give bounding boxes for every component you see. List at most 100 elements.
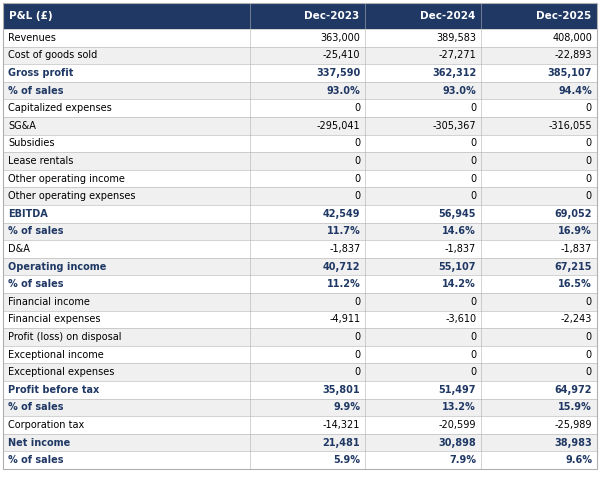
Text: Net income: Net income bbox=[8, 437, 70, 448]
Text: 64,972: 64,972 bbox=[554, 385, 592, 395]
Bar bbox=[3, 222, 597, 240]
Bar bbox=[3, 451, 597, 469]
Text: -316,055: -316,055 bbox=[548, 121, 592, 131]
Text: 21,481: 21,481 bbox=[323, 437, 361, 448]
Bar bbox=[3, 3, 597, 29]
Text: 30,898: 30,898 bbox=[439, 437, 476, 448]
Bar bbox=[3, 328, 597, 346]
Text: 0: 0 bbox=[470, 103, 476, 113]
Text: 337,590: 337,590 bbox=[316, 68, 361, 78]
Bar bbox=[3, 170, 597, 188]
Text: 0: 0 bbox=[470, 138, 476, 148]
Bar bbox=[3, 152, 597, 170]
Bar bbox=[3, 311, 597, 328]
Text: Exceptional expenses: Exceptional expenses bbox=[8, 367, 115, 377]
Text: 15.9%: 15.9% bbox=[558, 403, 592, 412]
Text: 0: 0 bbox=[354, 332, 361, 342]
Text: 7.9%: 7.9% bbox=[449, 455, 476, 465]
Text: Dec-2025: Dec-2025 bbox=[536, 11, 591, 21]
Text: 0: 0 bbox=[470, 191, 476, 201]
Bar bbox=[3, 381, 597, 399]
Text: 0: 0 bbox=[586, 138, 592, 148]
Bar bbox=[3, 293, 597, 311]
Text: % of sales: % of sales bbox=[8, 403, 64, 412]
Bar bbox=[3, 47, 597, 64]
Text: 0: 0 bbox=[354, 350, 361, 359]
Text: 0: 0 bbox=[354, 103, 361, 113]
Text: 0: 0 bbox=[586, 103, 592, 113]
Text: 11.7%: 11.7% bbox=[326, 226, 361, 236]
Text: 0: 0 bbox=[586, 332, 592, 342]
Text: 38,983: 38,983 bbox=[554, 437, 592, 448]
Text: Financial income: Financial income bbox=[8, 297, 90, 307]
Text: 14.6%: 14.6% bbox=[442, 226, 476, 236]
Text: -1,837: -1,837 bbox=[561, 244, 592, 254]
Bar bbox=[3, 434, 597, 451]
Text: Other operating expenses: Other operating expenses bbox=[8, 191, 136, 201]
Text: 0: 0 bbox=[586, 367, 592, 377]
Text: Exceptional income: Exceptional income bbox=[8, 350, 104, 359]
Text: Cost of goods sold: Cost of goods sold bbox=[8, 51, 97, 60]
Bar bbox=[3, 363, 597, 381]
Bar bbox=[3, 188, 597, 205]
Text: 0: 0 bbox=[354, 297, 361, 307]
Text: % of sales: % of sales bbox=[8, 85, 64, 96]
Text: 40,712: 40,712 bbox=[323, 262, 361, 272]
Text: 9.6%: 9.6% bbox=[565, 455, 592, 465]
Text: Corporation tax: Corporation tax bbox=[8, 420, 84, 430]
Text: Profit before tax: Profit before tax bbox=[8, 385, 99, 395]
Text: Revenues: Revenues bbox=[8, 33, 56, 43]
Text: 11.2%: 11.2% bbox=[326, 279, 361, 289]
Text: -20,599: -20,599 bbox=[439, 420, 476, 430]
Text: 0: 0 bbox=[354, 191, 361, 201]
Text: 9.9%: 9.9% bbox=[334, 403, 361, 412]
Text: 362,312: 362,312 bbox=[432, 68, 476, 78]
Text: Capitalized expenses: Capitalized expenses bbox=[8, 103, 112, 113]
Text: Dec-2024: Dec-2024 bbox=[420, 11, 475, 21]
Text: 0: 0 bbox=[586, 174, 592, 184]
Text: 16.5%: 16.5% bbox=[558, 279, 592, 289]
Text: 42,549: 42,549 bbox=[323, 209, 361, 219]
Text: % of sales: % of sales bbox=[8, 455, 64, 465]
Text: P&L (£): P&L (£) bbox=[9, 11, 53, 21]
Text: 5.9%: 5.9% bbox=[334, 455, 361, 465]
Bar bbox=[3, 29, 597, 47]
Bar bbox=[3, 117, 597, 135]
Text: -1,837: -1,837 bbox=[445, 244, 476, 254]
Text: 0: 0 bbox=[470, 297, 476, 307]
Text: 67,215: 67,215 bbox=[554, 262, 592, 272]
Text: 16.9%: 16.9% bbox=[558, 226, 592, 236]
Text: -14,321: -14,321 bbox=[323, 420, 361, 430]
Bar bbox=[3, 240, 597, 258]
Text: D&A: D&A bbox=[8, 244, 30, 254]
Text: 51,497: 51,497 bbox=[439, 385, 476, 395]
Bar bbox=[3, 82, 597, 99]
Bar bbox=[3, 64, 597, 82]
Bar bbox=[3, 99, 597, 117]
Text: -2,243: -2,243 bbox=[560, 314, 592, 325]
Text: 0: 0 bbox=[586, 350, 592, 359]
Text: 0: 0 bbox=[470, 156, 476, 166]
Text: 93.0%: 93.0% bbox=[326, 85, 361, 96]
Text: 389,583: 389,583 bbox=[436, 33, 476, 43]
Text: 385,107: 385,107 bbox=[548, 68, 592, 78]
Bar bbox=[3, 258, 597, 275]
Text: Profit (loss) on disposal: Profit (loss) on disposal bbox=[8, 332, 121, 342]
Text: 93.0%: 93.0% bbox=[442, 85, 476, 96]
Bar bbox=[3, 275, 597, 293]
Text: Lease rentals: Lease rentals bbox=[8, 156, 73, 166]
Text: -27,271: -27,271 bbox=[439, 51, 476, 60]
Text: Subsidies: Subsidies bbox=[8, 138, 55, 148]
Text: 0: 0 bbox=[470, 332, 476, 342]
Text: 0: 0 bbox=[470, 174, 476, 184]
Text: 408,000: 408,000 bbox=[552, 33, 592, 43]
Bar bbox=[3, 416, 597, 434]
Text: SG&A: SG&A bbox=[8, 121, 36, 131]
Bar bbox=[3, 205, 597, 222]
Text: 14.2%: 14.2% bbox=[442, 279, 476, 289]
Text: 94.4%: 94.4% bbox=[558, 85, 592, 96]
Text: Gross profit: Gross profit bbox=[8, 68, 73, 78]
Text: 363,000: 363,000 bbox=[320, 33, 361, 43]
Text: 69,052: 69,052 bbox=[554, 209, 592, 219]
Bar bbox=[3, 346, 597, 363]
